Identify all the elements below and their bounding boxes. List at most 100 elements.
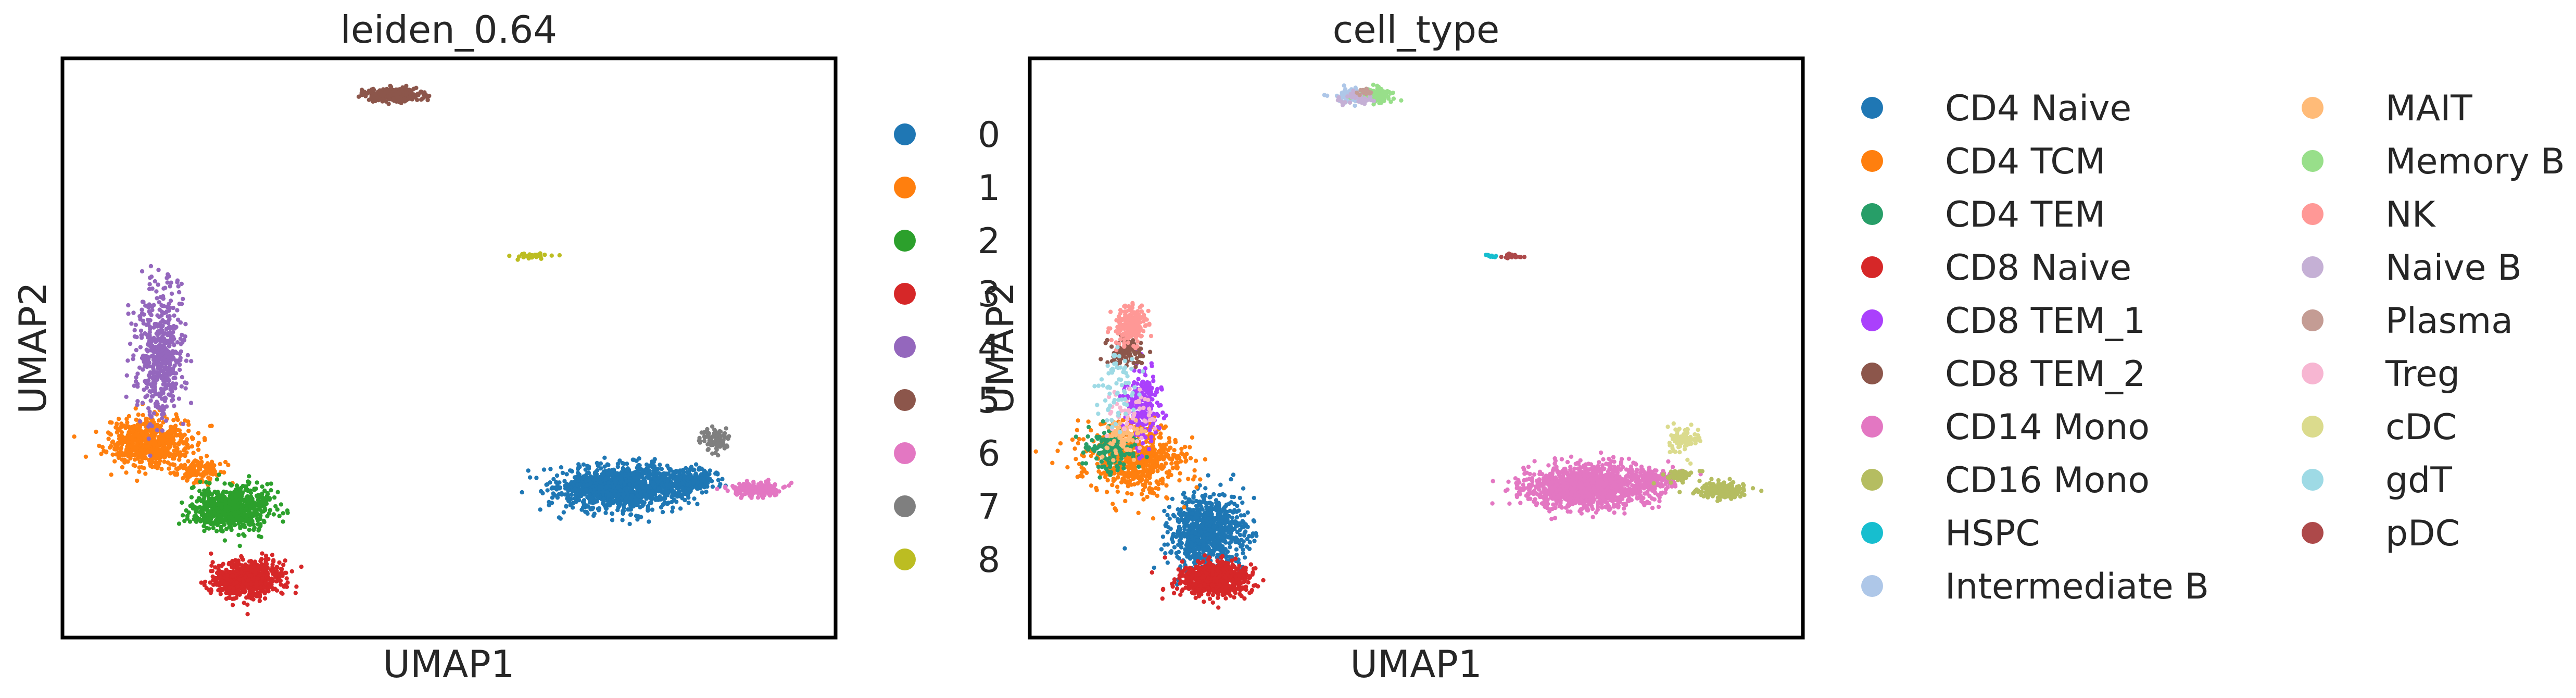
point [648, 485, 652, 490]
point [646, 467, 650, 472]
point [175, 278, 180, 283]
point [161, 332, 166, 336]
point [239, 570, 244, 575]
point [650, 459, 654, 464]
point [155, 324, 160, 329]
point [163, 396, 168, 401]
point [99, 452, 104, 456]
point [767, 488, 772, 492]
point [644, 496, 649, 501]
point [705, 427, 710, 432]
point [239, 566, 244, 571]
point [617, 458, 622, 463]
point [756, 482, 761, 487]
point [652, 457, 657, 462]
point [1252, 519, 1257, 524]
point [659, 505, 664, 510]
point [141, 413, 145, 418]
point [391, 96, 396, 102]
point [128, 341, 133, 346]
point [678, 506, 683, 511]
point [124, 470, 129, 475]
point [149, 394, 155, 398]
legend-label: 7 [978, 487, 1000, 528]
point [214, 477, 220, 482]
point [371, 94, 375, 99]
point [259, 565, 264, 570]
legend-marker [894, 336, 916, 358]
point [678, 475, 683, 480]
point [558, 485, 563, 490]
point [120, 442, 124, 447]
point [294, 584, 299, 589]
point [270, 553, 275, 557]
point [752, 485, 756, 490]
point [584, 487, 588, 492]
point [163, 285, 168, 290]
point [126, 303, 131, 308]
point [619, 477, 624, 481]
legend-marker [894, 283, 916, 305]
point [777, 489, 781, 494]
point [83, 454, 89, 459]
point [135, 384, 140, 389]
point [154, 370, 159, 375]
point [160, 323, 165, 328]
point [602, 455, 607, 460]
point [680, 485, 685, 491]
point [545, 488, 550, 493]
point [166, 331, 171, 336]
point [714, 470, 719, 475]
point [199, 580, 204, 585]
point [149, 430, 155, 435]
point [381, 87, 386, 92]
point [702, 439, 707, 443]
point [560, 470, 565, 476]
point [655, 480, 660, 484]
point [248, 573, 252, 578]
point [131, 433, 135, 438]
point [392, 92, 396, 97]
point [135, 451, 140, 456]
point [279, 590, 284, 595]
point [138, 328, 144, 333]
point [164, 386, 169, 391]
point [520, 490, 524, 495]
point [564, 504, 569, 509]
point [164, 327, 169, 331]
point [647, 519, 651, 524]
point [229, 527, 234, 532]
point [608, 503, 612, 508]
point [210, 503, 215, 507]
legend-label: 8 [978, 540, 1000, 581]
point [171, 418, 176, 422]
point [724, 426, 728, 431]
point [267, 511, 272, 516]
point [198, 479, 203, 484]
point [172, 313, 176, 318]
point [665, 493, 670, 497]
point [212, 490, 217, 494]
point [542, 252, 547, 257]
point [148, 398, 153, 403]
point [142, 312, 146, 317]
point [411, 86, 416, 91]
point [751, 490, 756, 495]
point [580, 491, 585, 496]
point [112, 459, 117, 464]
point [622, 482, 627, 487]
point [622, 492, 626, 496]
point [586, 464, 591, 469]
point [534, 476, 539, 480]
point [160, 428, 165, 433]
point [214, 576, 219, 581]
point [690, 485, 694, 491]
point [184, 478, 190, 483]
point [113, 425, 118, 430]
point [228, 569, 232, 575]
point [172, 442, 177, 446]
point [1218, 482, 1223, 487]
point [281, 519, 285, 524]
point [148, 264, 154, 269]
point [272, 495, 277, 500]
